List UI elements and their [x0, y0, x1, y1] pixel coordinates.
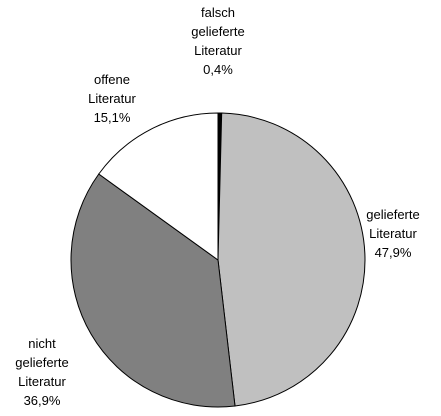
category-label: nicht gelieferte Literatur	[15, 336, 69, 389]
slice-label: falsch gelieferte Literatur 0,4%	[180, 3, 256, 79]
slice-label: nicht gelieferte Literatur 36,9%	[4, 334, 80, 410]
slice-label: gelieferte Literatur 47,9%	[355, 205, 431, 262]
value-label: 15,1%	[93, 110, 131, 125]
slice-label: offene Literatur 15,1%	[74, 70, 150, 127]
value-label: 47,9%	[374, 245, 412, 260]
pie-slice	[98, 112, 219, 261]
pie-slice	[70, 173, 236, 408]
category-label: falsch gelieferte Literatur	[191, 5, 245, 58]
pie-slice	[217, 112, 366, 407]
value-label: 0,4%	[203, 62, 233, 77]
category-label: offene Literatur	[88, 72, 136, 106]
value-label: 36,9%	[23, 393, 61, 408]
category-label: gelieferte Literatur	[366, 207, 420, 241]
